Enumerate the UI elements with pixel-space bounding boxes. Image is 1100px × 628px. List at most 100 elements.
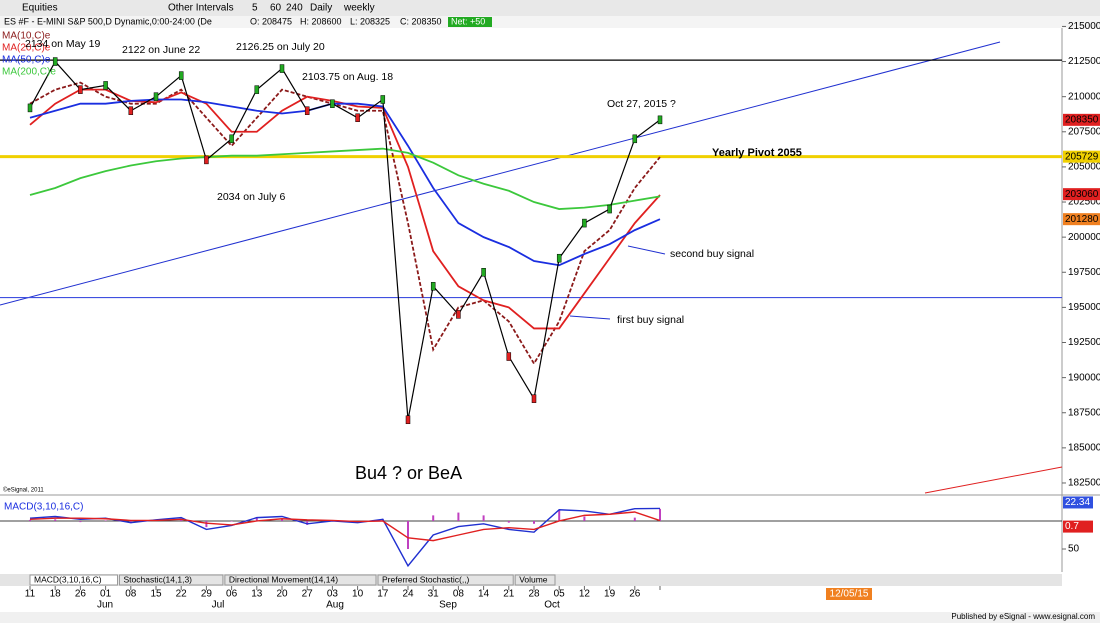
y-tick-label: 190000 (1068, 372, 1100, 383)
last-value: 203060 (1065, 189, 1099, 200)
tab-label[interactable]: MACD(3,10,16,C) (34, 574, 102, 584)
last-value-box (1063, 496, 1093, 509)
x-tick-label: 17 (377, 589, 389, 600)
x-tick-label: 26 (75, 589, 87, 600)
x-tick-label: 28 (528, 589, 540, 600)
arrow (627, 245, 666, 255)
price-candle (254, 85, 260, 94)
annotation: 2134 on May 19 (25, 38, 100, 50)
tab[interactable] (224, 574, 377, 586)
toolbar-item[interactable]: Equities (22, 3, 58, 14)
net: Net: +50 (451, 16, 485, 26)
month-label: Sep (439, 600, 457, 611)
legend-entry: MA(10,C)e (2, 31, 51, 42)
price-candle (405, 415, 411, 425)
price-candle (128, 106, 134, 115)
x-tick-label: 14 (478, 589, 490, 600)
price-line (29, 60, 661, 420)
last-value: 0.7 (1065, 521, 1079, 532)
tab-label[interactable]: Preferred Stochastic(,,) (382, 574, 470, 584)
y-tick-label: 205000 (1068, 162, 1100, 173)
x-tick-label: 27 (302, 589, 314, 600)
last-value-box (1063, 150, 1100, 163)
y-tick-label: 197500 (1068, 267, 1100, 278)
header-bar (0, 16, 1100, 28)
price-candle (153, 92, 159, 101)
ma-line (29, 147, 661, 210)
last-value-box (1063, 113, 1100, 126)
ohlc: L: 208325 (350, 16, 390, 26)
y-tick-label: 202500 (1068, 197, 1100, 208)
x-tick-label: 05 (554, 589, 566, 600)
price-candle (657, 115, 663, 125)
x-tick-label: 08 (453, 589, 465, 600)
toolbar-item[interactable]: Other Intervals (168, 3, 234, 14)
month-label: Jun (97, 600, 113, 611)
date-box-label: 12/05/15 (830, 589, 869, 600)
price-candle (229, 134, 234, 144)
month-label: Aug (326, 600, 344, 611)
annotation: 2034 on July 6 (217, 191, 285, 203)
x-tick-label: 13 (251, 589, 263, 600)
tab-label[interactable]: Volume (519, 574, 548, 584)
price-candle (632, 134, 638, 144)
y-tick-label: 215000 (1068, 21, 1100, 32)
arrows (569, 245, 666, 320)
price-candle (456, 310, 461, 319)
toolbar-item[interactable]: 5 (252, 3, 258, 14)
tab-label[interactable]: Stochastic(14,1,3) (124, 574, 193, 584)
ohlc: H: 208600 (300, 16, 342, 26)
annotation: 2126.25 on July 20 (236, 41, 325, 53)
x-tick-label: 26 (629, 589, 641, 600)
x-tick-label: 10 (352, 589, 364, 600)
annotation: Oct 27, 2015 ? (607, 98, 676, 110)
legend-entry: MA(20,C)e (2, 43, 51, 54)
footer: Published by eSignal - www.esignal.com (951, 612, 1095, 621)
y-tick-label: 207500 (1068, 126, 1100, 137)
toolbar-item[interactable]: weekly (343, 3, 375, 14)
tab[interactable] (119, 574, 224, 586)
toolbar (0, 0, 1100, 16)
price-candle (204, 155, 209, 165)
x-tick-label: 31 (428, 589, 440, 600)
tab[interactable] (514, 574, 556, 586)
toolbar-item[interactable]: 240 (286, 3, 303, 14)
price-candle (304, 106, 310, 115)
y-tick-label: 192500 (1068, 337, 1100, 348)
month-label: Oct (544, 600, 560, 611)
price-candle (178, 71, 184, 80)
y-tick-label: 185000 (1068, 442, 1100, 453)
footer-bar (0, 612, 1100, 623)
arrow (569, 315, 611, 320)
tab-label[interactable]: Directional Movement(14,14) (229, 574, 338, 584)
trend-line (0, 41, 1001, 306)
x-tick-label: 24 (402, 589, 414, 600)
x-tick-label: 08 (125, 589, 137, 600)
price-candle (506, 352, 512, 361)
price-candle (556, 253, 562, 263)
x-tick-label: 20 (276, 589, 288, 600)
x-tick-label: 11 (25, 589, 36, 600)
x-tick-label: 18 (50, 589, 62, 600)
toolbar-item[interactable]: 60 (270, 3, 282, 14)
date-box (826, 588, 872, 600)
x-tick-label: 19 (604, 589, 616, 600)
last-value-box (1063, 213, 1100, 226)
legend-entry: MA(50,C)e (2, 55, 51, 66)
annotation: Bu4 ? or BeA (355, 463, 462, 483)
last-value: 205729 (1065, 151, 1099, 162)
tab[interactable] (29, 574, 118, 586)
ohlc: O: 208475 (250, 16, 292, 26)
annotation: second buy signal (670, 248, 754, 260)
price-candle (279, 64, 285, 73)
x-tick-label: 15 (150, 589, 162, 600)
tab[interactable] (377, 574, 514, 586)
toolbar-item[interactable]: Daily (310, 3, 332, 14)
price-candle (78, 85, 83, 94)
price-candle (27, 103, 33, 113)
last-value: 22.34 (1065, 497, 1090, 508)
y-tick-label: 210000 (1068, 91, 1100, 102)
annotation: 2122 on June 22 (122, 44, 200, 56)
month-label: Jul (212, 600, 225, 611)
chart-title: ES #F - E-MINI S&P 500,D Dynamic,0:00-24… (4, 16, 212, 26)
